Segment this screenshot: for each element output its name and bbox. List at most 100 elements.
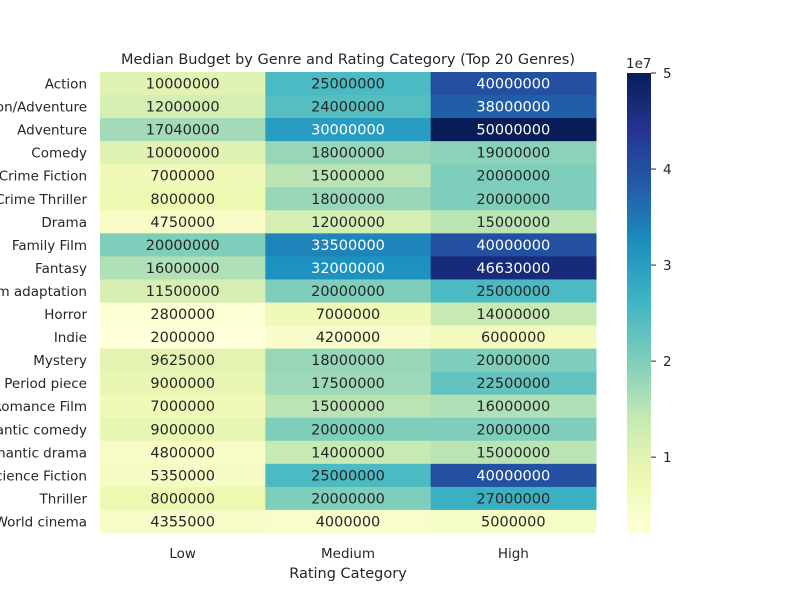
- colorbar-tick-label: 3: [663, 258, 672, 274]
- cell-value-label: 15000000: [311, 399, 385, 415]
- cell-value-label: 9000000: [150, 376, 215, 392]
- colorbar-tick-label: 1: [663, 450, 672, 466]
- heatmap-cell: [430, 302, 597, 327]
- cell-value-label: 50000000: [476, 123, 550, 139]
- y-tick-label: Romance Film: [0, 399, 87, 415]
- heatmap-cell: [265, 95, 432, 119]
- heatmap-cell: [430, 394, 597, 419]
- cell-value-label: 15000000: [476, 215, 550, 231]
- colorbar-tick-label: 5: [663, 66, 672, 82]
- y-tick-label: Crime Thriller: [0, 192, 87, 208]
- x-tick-labels: Low Medium High: [169, 546, 528, 562]
- cell-value-label: 12000000: [146, 100, 220, 116]
- y-tick-label: Period piece: [4, 376, 87, 392]
- y-tick-label: Drama: [41, 215, 87, 231]
- heatmap-cell: [430, 417, 597, 442]
- y-tick-label: Action/Adventure: [0, 100, 87, 116]
- heatmap-cell: [100, 417, 266, 442]
- heatmap-cell: [430, 509, 597, 534]
- cell-value-label: 33500000: [311, 238, 385, 254]
- cell-value-label: 24000000: [311, 100, 385, 116]
- cell-value-label: 17500000: [311, 376, 385, 392]
- cell-value-label: 18000000: [311, 353, 385, 369]
- cell-value-label: 4355000: [150, 514, 215, 530]
- cell-value-label: 40000000: [476, 468, 550, 484]
- cell-value-label: 40000000: [476, 77, 550, 93]
- cell-value-label: 15000000: [311, 169, 385, 185]
- cell-value-label: 14000000: [476, 307, 550, 323]
- y-tick-labels: Action Action/Adventure Adventure Comedy Cri…: [0, 77, 87, 531]
- cell-value-label: 20000000: [311, 422, 385, 438]
- y-tick-label: Indie: [54, 330, 87, 346]
- y-tick-label: Family Film: [12, 238, 87, 254]
- cell-value-label: 25000000: [476, 284, 550, 300]
- heatmap-cell: [430, 233, 597, 257]
- heatmap-cell: [265, 509, 432, 534]
- cell-value-label: 7000000: [150, 399, 215, 415]
- cell-value-label: 20000000: [476, 422, 550, 438]
- heatmap-cell: [265, 417, 432, 442]
- cell-value-label: 38000000: [476, 100, 550, 116]
- heatmap-cell: [430, 486, 597, 511]
- heatmap-cell: [430, 187, 597, 211]
- cell-value-label: 5350000: [150, 468, 215, 484]
- y-tick-label: Romantic comedy: [0, 422, 87, 438]
- x-tick-label: Medium: [321, 546, 375, 562]
- heatmap-cell: [265, 440, 432, 465]
- y-tick-label: Crime Fiction: [0, 169, 87, 185]
- cell-value-label: 16000000: [146, 261, 220, 277]
- heatmap-cell: [265, 279, 432, 303]
- cell-value-label: 4750000: [150, 215, 215, 231]
- heatmap-cell: [100, 187, 266, 211]
- y-tick-label: Action: [45, 77, 87, 93]
- heatmap-cell: [100, 440, 266, 465]
- cell-value-label: 20000000: [476, 192, 550, 208]
- cell-value-label: 10000000: [146, 146, 220, 162]
- heatmap-cell: [265, 164, 432, 188]
- colorbar: [627, 73, 651, 534]
- cell-value-label: 25000000: [311, 77, 385, 93]
- colorbar-exponent-label: 1e7: [626, 56, 651, 72]
- heatmap-cell: [265, 325, 432, 350]
- y-tick-label: Comedy: [31, 146, 87, 162]
- cell-value-label: 2800000: [150, 307, 215, 323]
- y-tick-label: Romantic drama: [0, 445, 87, 461]
- cell-value-label: 7000000: [150, 169, 215, 185]
- cell-value-label: 20000000: [476, 353, 550, 369]
- colorbar-tick-label: 2: [663, 354, 672, 370]
- cell-value-label: 8000000: [150, 192, 215, 208]
- heatmap-cell: [100, 302, 266, 327]
- heatmap-cell: [100, 371, 266, 396]
- heatmap-cell: [430, 210, 597, 234]
- cell-value-label: 4000000: [316, 514, 381, 530]
- colorbar-ticks: 1 2 3 4 5: [651, 66, 672, 466]
- heatmap-cell: [430, 279, 597, 303]
- heatmap-cell: [100, 256, 266, 280]
- heatmap-cell: [100, 164, 266, 188]
- heatmap-cell: [430, 164, 597, 188]
- cell-value-label: 4200000: [316, 330, 381, 346]
- cell-value-label: 25000000: [311, 468, 385, 484]
- heatmap-cells: 10000000 25000000 40000000 12000000 24000000…: [100, 72, 597, 534]
- cell-value-label: 14000000: [311, 445, 385, 461]
- heatmap-cell: [265, 486, 432, 511]
- heatmap-cell: [265, 118, 432, 142]
- heatmap-cell: [100, 325, 266, 350]
- cell-value-label: 5000000: [481, 514, 546, 530]
- x-axis-title: Rating Category: [289, 566, 407, 582]
- cell-value-label: 6000000: [481, 330, 546, 346]
- cell-value-label: 10000000: [146, 77, 220, 93]
- x-tick-label: Low: [169, 546, 196, 562]
- heatmap-cell: [265, 302, 432, 327]
- heatmap-cell: [430, 440, 597, 465]
- heatmap-cell: [265, 187, 432, 211]
- cell-value-label: 4800000: [150, 445, 215, 461]
- y-tick-label: Adventure: [17, 123, 87, 139]
- cell-value-label: 15000000: [476, 445, 550, 461]
- heatmap-cell: [265, 371, 432, 396]
- heatmap-cell: [100, 486, 266, 511]
- heatmap-cell: [265, 233, 432, 257]
- x-tick-label: High: [498, 546, 529, 562]
- y-tick-label: Thriller: [39, 491, 88, 507]
- cell-value-label: 32000000: [311, 261, 385, 277]
